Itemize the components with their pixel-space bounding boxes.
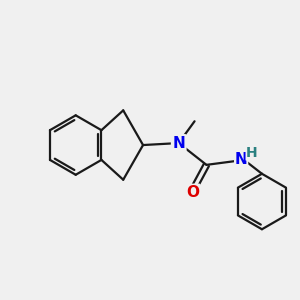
Text: H: H [246, 146, 258, 160]
Text: N: N [172, 136, 185, 151]
Text: O: O [186, 185, 199, 200]
Text: N: N [235, 152, 247, 167]
